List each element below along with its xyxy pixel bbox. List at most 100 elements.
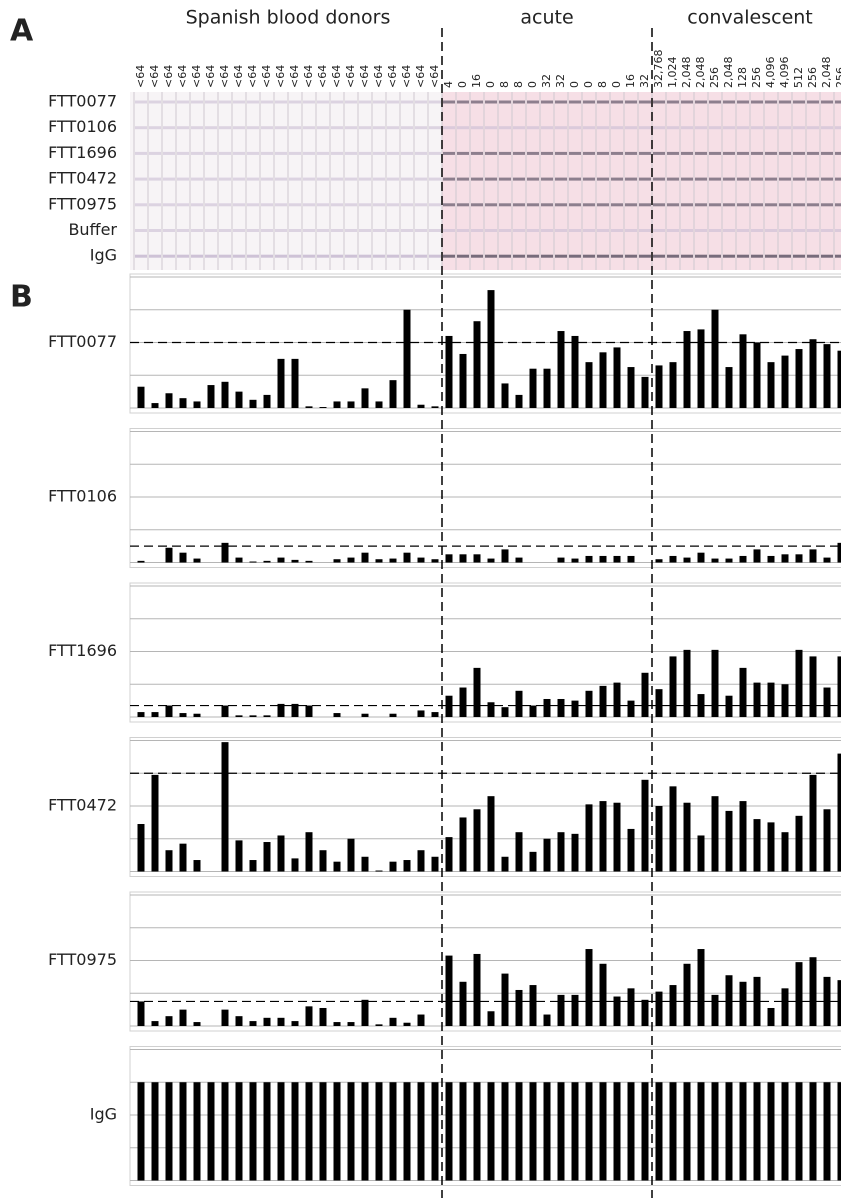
bar bbox=[585, 362, 593, 408]
strip-band bbox=[555, 254, 567, 258]
bar bbox=[515, 557, 523, 563]
titer-label: <64 bbox=[204, 65, 217, 88]
strip-band bbox=[611, 229, 623, 232]
strip-band bbox=[625, 100, 637, 104]
strip-band bbox=[653, 126, 665, 130]
bar bbox=[515, 989, 523, 1026]
bar bbox=[403, 1082, 411, 1181]
strip-band bbox=[653, 151, 665, 155]
strip-band bbox=[219, 229, 231, 232]
bar bbox=[389, 380, 397, 408]
bar bbox=[431, 856, 439, 872]
strip-band bbox=[443, 229, 455, 232]
bar bbox=[445, 335, 453, 408]
strip-band bbox=[191, 151, 203, 155]
bar bbox=[305, 832, 313, 872]
strip-band bbox=[667, 100, 679, 104]
row-label: FTT1696 bbox=[48, 143, 117, 162]
strip-band bbox=[149, 254, 161, 258]
strip-band bbox=[695, 177, 707, 181]
strip-band bbox=[527, 229, 539, 232]
bar bbox=[487, 558, 495, 563]
bar bbox=[179, 1009, 187, 1026]
chart-frame bbox=[129, 273, 841, 414]
bar bbox=[669, 1082, 677, 1181]
bar bbox=[823, 976, 831, 1026]
strip-band bbox=[205, 100, 217, 104]
strip-band bbox=[821, 254, 833, 258]
strip-band bbox=[793, 126, 805, 130]
titer-label: 8 bbox=[512, 81, 525, 88]
bar bbox=[221, 1009, 229, 1026]
strip-band bbox=[765, 203, 777, 207]
bar bbox=[823, 344, 831, 408]
bar bbox=[627, 828, 635, 872]
strip-band bbox=[737, 151, 749, 155]
strip-band bbox=[499, 177, 511, 181]
row-label: FTT0077 bbox=[48, 92, 117, 111]
strip-band bbox=[191, 177, 203, 181]
strip-band bbox=[471, 229, 483, 232]
row-label: FTT0106 bbox=[48, 117, 117, 136]
strip-band bbox=[485, 254, 497, 258]
titer-label: 32 bbox=[554, 74, 567, 88]
titer-label: 128 bbox=[736, 67, 749, 88]
strip-band bbox=[163, 177, 175, 181]
bar bbox=[571, 558, 579, 563]
bar bbox=[515, 832, 523, 872]
strip-band bbox=[499, 254, 511, 258]
bar bbox=[249, 1082, 257, 1181]
strip-band bbox=[303, 203, 315, 207]
bar bbox=[767, 1082, 775, 1181]
bar bbox=[683, 557, 691, 563]
strip-band bbox=[765, 151, 777, 155]
bar bbox=[249, 399, 257, 408]
strip-band bbox=[583, 126, 595, 130]
bar bbox=[361, 1082, 369, 1181]
bar bbox=[473, 554, 481, 563]
chart-label: FTT0472 bbox=[48, 796, 117, 815]
titer-label: <64 bbox=[148, 65, 161, 88]
strip-band bbox=[401, 126, 413, 130]
strip-band bbox=[191, 126, 203, 130]
bar bbox=[837, 980, 841, 1026]
bar bbox=[781, 988, 789, 1026]
bar bbox=[781, 554, 789, 563]
strip-band bbox=[331, 151, 343, 155]
bar bbox=[221, 381, 229, 408]
bar bbox=[165, 547, 173, 563]
strip-band bbox=[261, 126, 273, 130]
bar bbox=[193, 1022, 201, 1026]
strip-band bbox=[597, 100, 609, 104]
bar bbox=[277, 703, 285, 717]
bar bbox=[137, 560, 145, 563]
bar bbox=[543, 368, 551, 408]
bar bbox=[333, 861, 341, 872]
bar bbox=[725, 367, 733, 408]
bar bbox=[235, 840, 243, 872]
strip-band bbox=[527, 254, 539, 258]
strip-band bbox=[387, 126, 399, 130]
strip-band bbox=[611, 203, 623, 207]
bar bbox=[655, 365, 663, 408]
strip-band bbox=[149, 151, 161, 155]
bar bbox=[515, 1082, 523, 1181]
bar bbox=[599, 801, 607, 872]
strip-band bbox=[667, 254, 679, 258]
strip-band bbox=[723, 203, 735, 207]
bar bbox=[487, 1082, 495, 1181]
strip-band bbox=[429, 151, 441, 155]
bar bbox=[473, 809, 481, 872]
bar bbox=[151, 1082, 159, 1181]
strip-band bbox=[765, 100, 777, 104]
strip-band bbox=[555, 229, 567, 232]
bar bbox=[361, 552, 369, 563]
strip-band bbox=[639, 177, 651, 181]
strip-band bbox=[275, 177, 287, 181]
bar bbox=[557, 698, 565, 717]
strip-band bbox=[499, 151, 511, 155]
bar bbox=[753, 819, 761, 872]
strip-band bbox=[247, 126, 259, 130]
strip-band bbox=[219, 254, 231, 258]
strip-band bbox=[681, 254, 693, 258]
